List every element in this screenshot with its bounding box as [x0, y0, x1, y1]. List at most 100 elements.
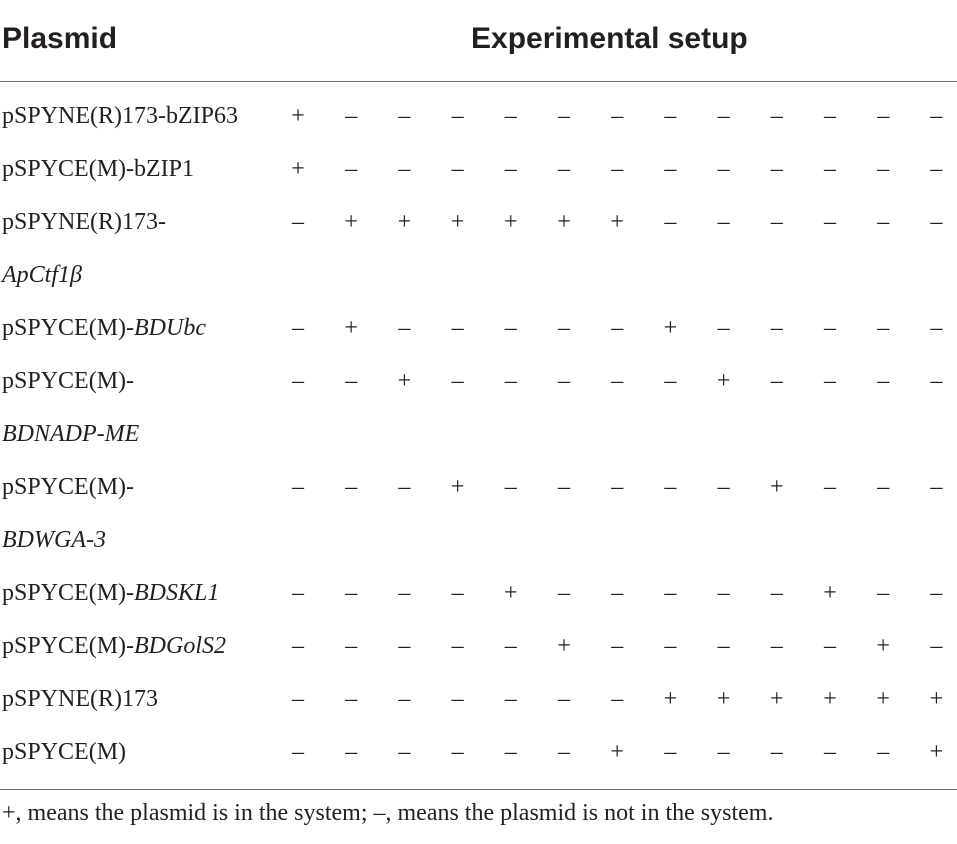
column-header-plasmid: Plasmid: [2, 22, 118, 55]
setup-cell: –: [345, 580, 358, 606]
setup-cell: –: [345, 156, 358, 182]
setup-cell: –: [824, 156, 836, 182]
plasmid-name: pSPYCE(M)-BDSKL1: [2, 567, 287, 620]
setup-cell: –: [345, 686, 358, 712]
setup-cell: +: [504, 580, 518, 606]
setup-cell: +: [610, 209, 624, 235]
setup-cell: –: [717, 103, 730, 129]
setup-cell: –: [770, 580, 783, 606]
column-header-experimental-setup: Experimental setup: [471, 22, 748, 55]
setup-cell: –: [770, 633, 783, 659]
table-row: pSPYCE(M)-BDGolS2– – – – – + – – – – – + –: [0, 620, 957, 673]
setup-cell: –: [877, 103, 890, 129]
table-header: Plasmid Experimental setup: [0, 0, 957, 82]
setup-cell: –: [824, 739, 836, 765]
setup-cell: +: [344, 315, 358, 341]
setup-cell: –: [824, 474, 836, 500]
plasmid-name-text: pSPYCE(M)-: [2, 368, 135, 394]
plasmid-name-text: pSPYCE(M)-bZIP1: [2, 156, 195, 182]
setup-cell: –: [451, 368, 464, 394]
setup-cell: –: [717, 474, 730, 500]
setup-cell: –: [451, 156, 464, 182]
table-row: pSPYNE(R)173- – + + + + + + – – – – – –: [0, 196, 957, 249]
setup-cell: –: [930, 315, 943, 341]
setup-cell: –: [398, 686, 411, 712]
table-row: pSPYCE(M)- – – + – – – – – + – – – –: [0, 355, 957, 408]
setup-cell: –: [877, 368, 890, 394]
setup-cell: –: [504, 739, 517, 765]
setup-cell: –: [664, 209, 677, 235]
plasmid-name-italic: BDSKL1: [134, 580, 220, 606]
setup-cell: –: [292, 580, 304, 606]
setup-cell: –: [877, 580, 890, 606]
setup-cell: –: [504, 156, 517, 182]
setup-cell: –: [664, 739, 677, 765]
table-row: pSPYCE(M) – – – – – – + – – – – – +: [0, 726, 957, 779]
setup-cell: –: [877, 156, 890, 182]
setup-cell: +: [929, 739, 944, 765]
setup-cell: –: [664, 368, 677, 394]
setup-cell: –: [664, 103, 677, 129]
table-row: BDNADP-ME: [0, 408, 957, 461]
setup-cell: –: [504, 315, 517, 341]
setup-cell: –: [292, 686, 304, 712]
setup-cell: –: [611, 315, 624, 341]
setup-cell: –: [558, 739, 570, 765]
setup-cell: –: [451, 633, 464, 659]
setup-cell: –: [558, 315, 570, 341]
setup-cell: +: [929, 686, 944, 712]
table-row: ApCtf1β: [0, 249, 957, 302]
table-footnote: +, means the plasmid is in the system; –…: [2, 800, 774, 826]
setup-cell: +: [397, 209, 412, 235]
footer-rule: [0, 789, 957, 790]
setup-cell: –: [930, 474, 943, 500]
setup-cell: –: [877, 474, 890, 500]
setup-cell: –: [611, 580, 624, 606]
setup-cell: –: [292, 739, 304, 765]
setup-cell: –: [664, 474, 677, 500]
setup-cell: –: [717, 580, 730, 606]
setup-cell: –: [824, 315, 836, 341]
setup-cell: –: [345, 633, 358, 659]
plasmid-name-text: pSPYCE(M)-: [2, 315, 135, 341]
setup-cell: +: [557, 633, 571, 659]
setup-cell: –: [877, 315, 890, 341]
plasmid-name: pSPYNE(R)173-: [2, 196, 287, 249]
setup-cell: –: [398, 103, 411, 129]
setup-cell: –: [398, 580, 411, 606]
setup-cell: –: [877, 739, 890, 765]
table-row: pSPYCE(M)-BDUbc – + – – – – – + – – – – –: [0, 302, 957, 355]
setup-cell: –: [398, 315, 411, 341]
setup-cell: +: [450, 474, 465, 500]
setup-cell: –: [930, 580, 943, 606]
setup-cell: +: [610, 739, 624, 765]
setup-cell: +: [716, 368, 731, 394]
setup-cell: +: [663, 686, 678, 712]
setup-cell: –: [824, 368, 836, 394]
setup-cell: –: [930, 368, 943, 394]
setup-cell: +: [291, 103, 305, 129]
setup-cell: –: [611, 633, 624, 659]
setup-cell: –: [664, 580, 677, 606]
setup-cell: –: [770, 156, 783, 182]
setup-cell: +: [663, 315, 678, 341]
setup-cell: –: [504, 633, 517, 659]
setup-cell: –: [717, 209, 730, 235]
setup-cell: –: [611, 686, 624, 712]
setup-cell: –: [451, 686, 464, 712]
table-row: BDWGA-3: [0, 514, 957, 567]
setup-cell: –: [345, 739, 358, 765]
setup-cell: –: [558, 580, 570, 606]
setup-cell: –: [292, 633, 304, 659]
plasmid-name: pSPYCE(M)-bZIP1: [2, 143, 287, 196]
setup-cell: +: [504, 209, 518, 235]
plasmid-name: pSPYNE(R)173-bZIP63: [2, 90, 287, 143]
setup-cell: +: [291, 156, 305, 182]
setup-cell: –: [504, 474, 517, 500]
setup-cell: –: [824, 103, 836, 129]
setup-cell: –: [770, 103, 783, 129]
setup-cell: –: [345, 368, 358, 394]
header-rule: [0, 81, 957, 82]
plasmid-name: pSPYCE(M)-BDUbc: [2, 302, 287, 355]
plasmid-name-text: pSPYNE(R)173-bZIP63: [2, 103, 239, 129]
